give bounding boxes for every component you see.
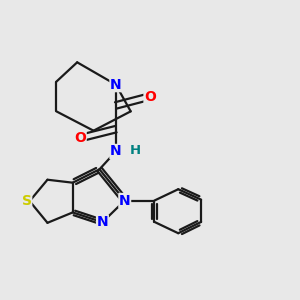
Text: S: S — [22, 194, 32, 208]
Text: O: O — [74, 131, 86, 145]
Text: N: N — [97, 215, 108, 229]
Text: H: H — [130, 144, 141, 158]
Text: N: N — [110, 145, 122, 158]
Text: N: N — [119, 194, 130, 208]
Text: O: O — [144, 89, 156, 103]
Text: N: N — [110, 78, 122, 92]
